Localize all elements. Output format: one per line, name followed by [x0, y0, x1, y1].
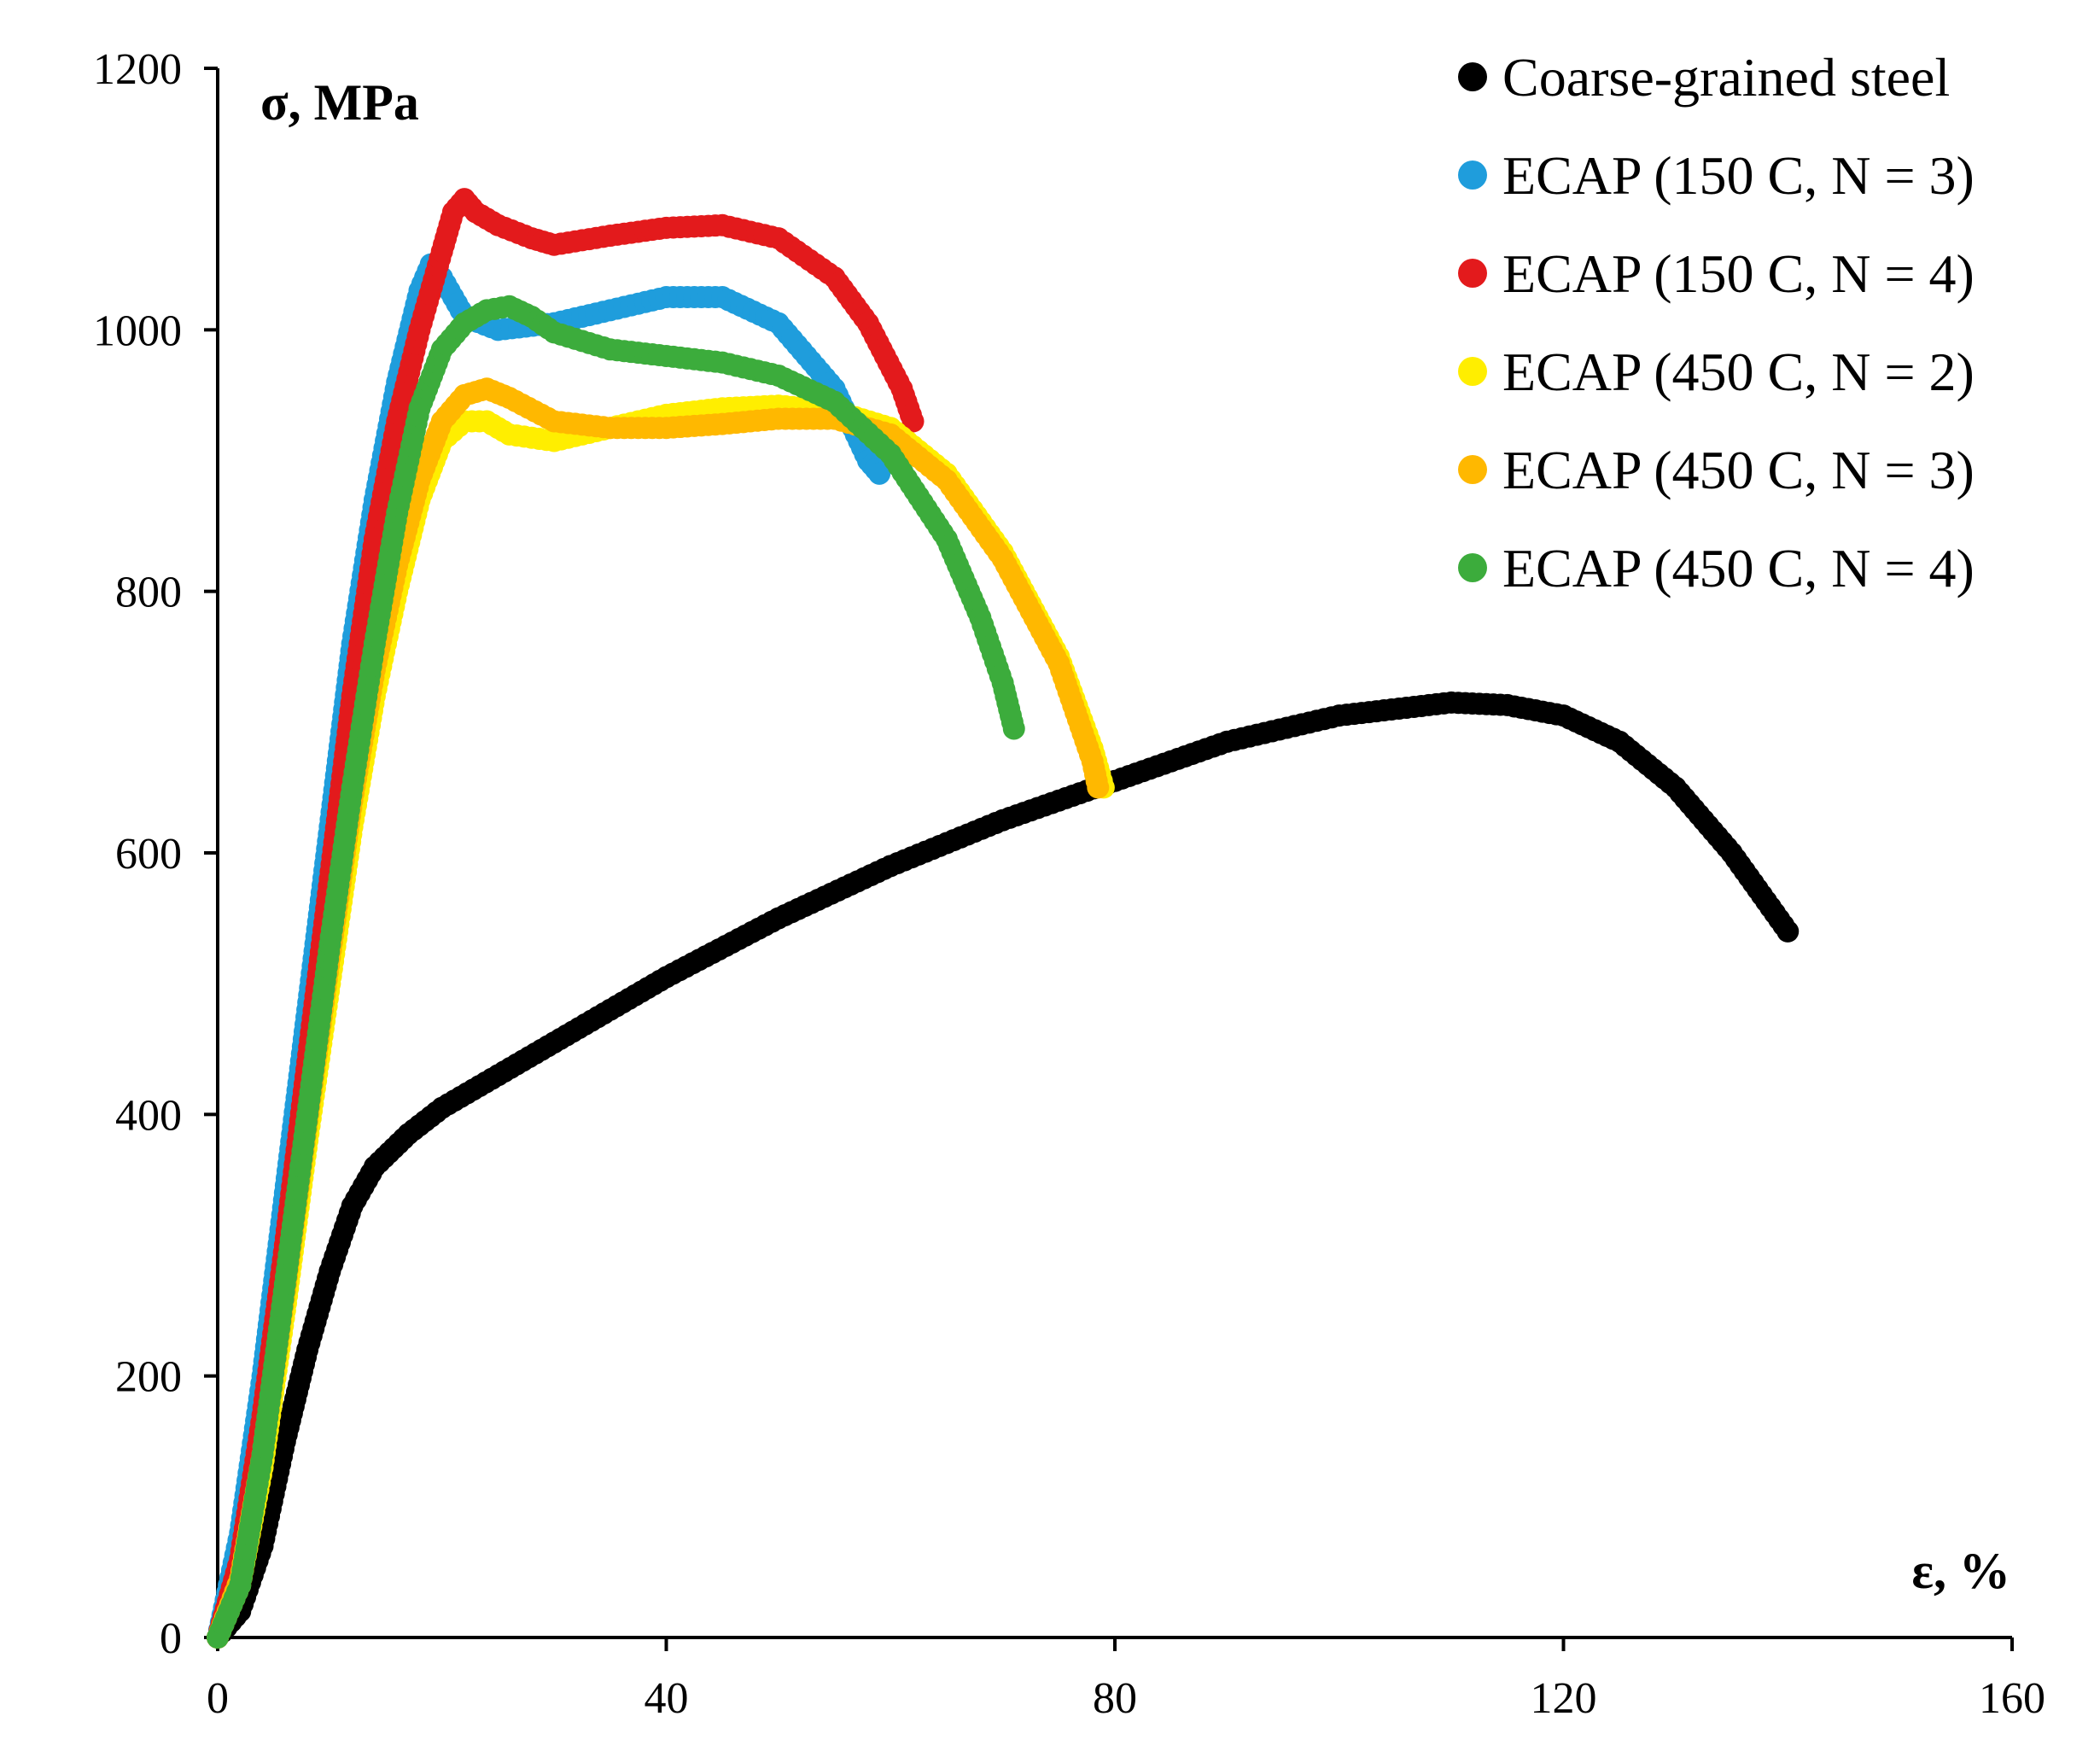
data-point	[1002, 717, 1025, 740]
y-tick-label: 400	[115, 1091, 182, 1140]
legend-marker	[1458, 455, 1487, 484]
y-tick-label: 1200	[93, 45, 182, 94]
legend-label: ECAP (150 C, N = 3)	[1502, 145, 1975, 206]
series-4	[207, 394, 1115, 1649]
y-tick-label: 1000	[93, 306, 182, 355]
x-tick-label: 40	[645, 1674, 689, 1723]
legend-label: ECAP (450 C, N = 2)	[1502, 342, 1975, 402]
series-1	[207, 691, 1800, 1649]
legend-label: ECAP (150 C, N = 4)	[1502, 243, 1975, 304]
legend-label: ECAP (450 C, N = 4)	[1502, 538, 1975, 598]
y-axis-title: σ, MPa	[260, 74, 419, 131]
y-tick-label: 200	[115, 1353, 182, 1402]
series-5	[207, 377, 1110, 1649]
legend-marker	[1458, 259, 1487, 288]
data-series	[207, 188, 1800, 1649]
series-6	[207, 295, 1025, 1649]
series-2	[207, 253, 891, 1649]
data-point	[1087, 776, 1110, 799]
legend-marker	[1458, 62, 1487, 91]
legend-label: Coarse-grained steel	[1502, 47, 1950, 108]
legend: Coarse-grained steel ECAP (150 C, N = 3) E…	[1458, 47, 1975, 598]
data-point	[1776, 919, 1800, 943]
data-point	[901, 410, 925, 433]
x-tick-label: 80	[1093, 1674, 1137, 1723]
legend-marker	[1458, 357, 1487, 386]
legend-marker	[1458, 161, 1487, 190]
y-tick-label: 600	[115, 830, 182, 879]
y-tick-label: 0	[160, 1614, 182, 1663]
legend-label: ECAP (450 C, N = 3)	[1502, 440, 1975, 500]
x-tick-label: 160	[1979, 1674, 2045, 1723]
data-point	[868, 462, 891, 485]
legend-marker	[1458, 553, 1487, 582]
y-tick-label: 800	[115, 569, 182, 617]
x-axis-title: ε, %	[1911, 1543, 2010, 1599]
x-tick-label: 0	[207, 1674, 229, 1723]
x-tick-label: 120	[1531, 1674, 1597, 1723]
